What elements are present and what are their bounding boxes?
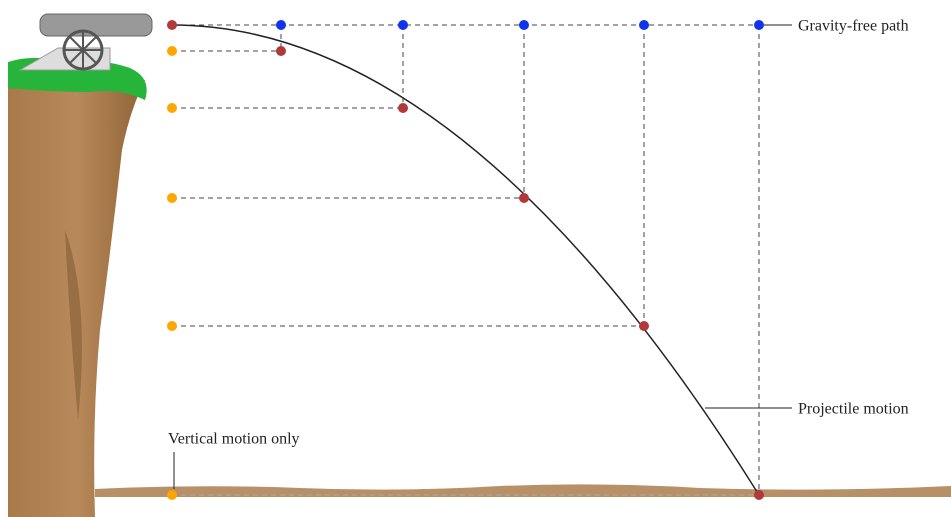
cliff-shadow xyxy=(65,230,82,420)
cannon xyxy=(18,13,153,71)
blue-point xyxy=(639,20,649,30)
blue-point xyxy=(276,20,286,30)
red-points xyxy=(167,20,764,500)
orange-point xyxy=(167,193,177,203)
callouts xyxy=(173,24,792,489)
orange-points xyxy=(167,46,177,500)
red-point xyxy=(398,103,408,113)
red-point xyxy=(754,490,764,500)
cannon-barrel xyxy=(39,13,153,37)
red-point xyxy=(276,46,286,56)
orange-point xyxy=(167,46,177,56)
red-point xyxy=(639,321,649,331)
orange-point xyxy=(167,490,177,500)
orange-point xyxy=(167,103,177,113)
label-projectile: Projectile motion xyxy=(798,401,909,418)
blue-point xyxy=(519,20,529,30)
trajectory xyxy=(171,24,760,496)
red-point xyxy=(167,20,177,30)
blue-point xyxy=(398,20,408,30)
vertical-guides xyxy=(280,25,760,495)
label-vertical: Vertical motion only xyxy=(168,431,300,448)
blue-point xyxy=(754,20,764,30)
orange-point xyxy=(167,321,177,331)
ground xyxy=(95,484,951,497)
blue-points xyxy=(276,20,764,30)
cannon-spokes xyxy=(64,31,102,69)
horizontal-guides xyxy=(172,50,644,327)
label-gravity-free: Gravity-free path xyxy=(798,18,909,35)
red-point xyxy=(519,193,529,203)
guides xyxy=(172,24,760,496)
scenery xyxy=(8,13,951,517)
